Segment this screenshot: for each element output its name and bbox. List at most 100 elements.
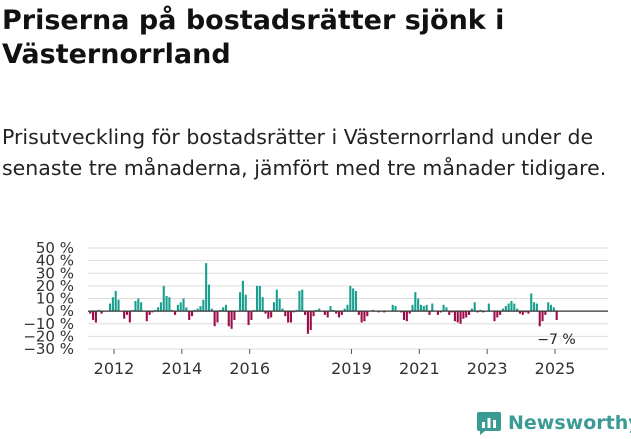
bar [111, 297, 114, 312]
x-tick-label: 2016 [229, 359, 270, 378]
bar [233, 311, 236, 320]
y-tick-label: −30 % [23, 340, 74, 358]
bar [470, 308, 473, 312]
y-tick-label: −20 % [23, 327, 74, 345]
bar [343, 308, 346, 312]
bar [516, 308, 519, 312]
bar [224, 304, 227, 312]
bar [453, 311, 456, 322]
bar [530, 293, 533, 312]
bar [533, 302, 536, 312]
bar [92, 311, 95, 320]
y-tick-label: 30 % [36, 264, 74, 282]
bar [304, 311, 307, 315]
bar [419, 304, 423, 312]
bar [258, 285, 261, 312]
bar [349, 285, 352, 312]
bar [422, 306, 425, 312]
y-tick-label: 50 % [36, 239, 74, 257]
bar [352, 288, 355, 312]
bar [213, 311, 216, 327]
bar [182, 298, 185, 312]
bar [340, 311, 343, 315]
bar [216, 311, 219, 323]
bar [318, 308, 321, 312]
bar [128, 311, 131, 323]
bar [284, 311, 287, 317]
bar [123, 311, 126, 319]
bar [188, 311, 191, 320]
bar [335, 311, 338, 314]
bar [535, 303, 538, 312]
bar [326, 311, 329, 318]
bar [394, 306, 397, 312]
bar [465, 311, 468, 318]
bar [337, 311, 341, 318]
x-tick-label: 2014 [161, 359, 202, 378]
newsworthy-logo-icon [477, 412, 501, 435]
bar [301, 289, 304, 312]
x-tick-label: 2021 [399, 359, 440, 378]
bar [247, 311, 250, 326]
bar [176, 304, 179, 312]
bar [504, 306, 507, 312]
x-tick-label: 2025 [535, 359, 576, 378]
brand-name: Newsworthy [508, 412, 631, 434]
bar [196, 308, 199, 312]
bar [366, 311, 369, 317]
bar [360, 311, 363, 323]
bar [114, 290, 117, 312]
bar [521, 311, 524, 315]
bar [510, 301, 513, 312]
y-tick-label: 20 % [36, 277, 74, 295]
bar [357, 311, 360, 315]
bar [436, 311, 440, 315]
bar [445, 307, 448, 312]
bar [538, 311, 541, 327]
bar [137, 298, 140, 312]
bar [222, 307, 225, 312]
x-tick-label: 2019 [331, 359, 372, 378]
x-tick-label: 2012 [94, 359, 135, 378]
bar [555, 311, 558, 320]
bar [239, 292, 242, 312]
bar [157, 307, 160, 312]
bar [140, 302, 143, 312]
axes: 50 %40 %30 %20 %10 %0 %−10 %−20 %−30 % 20… [23, 239, 608, 378]
bar [270, 311, 273, 318]
bar [541, 311, 544, 322]
bar [207, 284, 211, 312]
bar [287, 311, 290, 323]
bars [89, 263, 558, 334]
bar [244, 294, 247, 312]
bar [202, 299, 205, 312]
bar [100, 311, 103, 314]
bar [544, 311, 547, 315]
bar [241, 280, 244, 312]
bar [501, 308, 505, 312]
bar [179, 302, 182, 312]
bar [255, 285, 259, 312]
bar [448, 311, 451, 315]
bar [89, 311, 92, 314]
bar [148, 311, 151, 315]
bar [459, 311, 462, 324]
bar [275, 289, 278, 312]
bar [402, 311, 406, 320]
last-value-label: −7 % [537, 332, 575, 348]
bar [145, 311, 148, 322]
bar [227, 311, 230, 327]
bar [117, 299, 120, 312]
bar [473, 302, 476, 312]
bar [281, 308, 284, 312]
y-tick-label: 40 % [36, 252, 74, 270]
y-tick-label: 10 % [36, 290, 74, 308]
bar [552, 307, 555, 312]
newsworthy-brand[interactable]: Newsworthy [476, 408, 631, 438]
bar [185, 307, 188, 312]
bar [354, 290, 358, 312]
bar [323, 311, 326, 315]
bar [108, 303, 112, 312]
x-tick-label: 2023 [467, 359, 508, 378]
bar [363, 311, 366, 322]
